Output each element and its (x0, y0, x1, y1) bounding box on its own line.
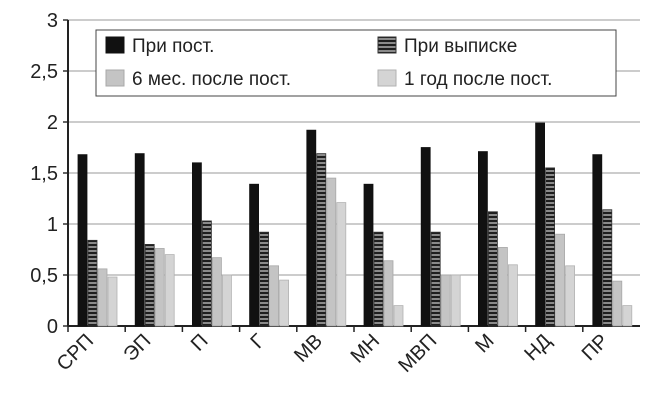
bar-СРП-1 (77, 154, 88, 327)
bar-ЭП-3 (154, 248, 165, 327)
bar-НД-1 (535, 122, 545, 327)
x-tick-label: МВП (394, 330, 441, 377)
bar-Г-1 (249, 183, 260, 327)
bar-МН-2 (373, 231, 384, 327)
bar-МВП-4 (450, 274, 461, 327)
x-tick-label: СРП (53, 330, 98, 375)
bar-НД-4 (565, 265, 575, 327)
legend-swatch (377, 69, 397, 87)
y-tick-label: 0,5 (30, 265, 58, 287)
y-tick-label: 3 (47, 10, 58, 32)
bar-ЭП-4 (164, 254, 175, 327)
bar-МН-4 (393, 305, 404, 327)
bar-МВ-3 (326, 177, 337, 327)
y-tick-label: 2,5 (30, 61, 58, 83)
bar-П-1 (191, 162, 202, 327)
x-tick-label: М (471, 330, 498, 357)
bar-СРП-4 (107, 276, 118, 327)
bar-Г-3 (269, 265, 280, 327)
bar-МВП-3 (440, 274, 451, 327)
bar-М-1 (477, 151, 488, 327)
x-tick-label: ЭП (119, 330, 155, 366)
bar-П-3 (211, 257, 222, 327)
bar-ПР-3 (612, 280, 623, 327)
x-tick-label: МВ (290, 330, 327, 367)
bar-ЭП-1 (134, 153, 145, 327)
bar-ПР-1 (592, 154, 603, 327)
legend-swatch (105, 69, 125, 87)
bar-СРП-3 (97, 268, 108, 327)
bar-М-4 (507, 264, 518, 327)
bar-НД-2 (545, 167, 555, 327)
legend-label: При выписке (404, 36, 517, 57)
y-tick-label: 1,5 (30, 163, 58, 185)
bar-МВП-2 (430, 231, 441, 327)
legend-swatch (377, 36, 397, 54)
bar-П-4 (221, 274, 232, 327)
x-tick-label: П (187, 330, 213, 356)
x-tick-label: Г (247, 330, 270, 353)
legend-swatch (105, 36, 125, 54)
legend-label: 1 год после пост. (404, 69, 552, 90)
bar-МВ-2 (316, 153, 327, 327)
bar-М-2 (487, 211, 498, 327)
bar-ПР-4 (622, 305, 633, 327)
bar-МН-1 (363, 183, 374, 327)
legend-box (95, 29, 617, 97)
legend-label: 6 мес. после пост. (132, 69, 291, 90)
x-tick-label: ПР (578, 330, 613, 365)
x-tick-label: МН (347, 330, 385, 368)
bar-П-2 (201, 220, 212, 327)
bar-Г-4 (279, 279, 290, 327)
bar-ПР-2 (602, 209, 613, 327)
y-tick-label: 1 (47, 214, 58, 236)
legend: При пост. При выписке 6 мес. после пост. 1 … (95, 29, 617, 97)
bar-МВ-1 (306, 129, 317, 327)
legend-label: При пост. (132, 36, 214, 57)
bar-СРП-2 (87, 239, 98, 327)
bar-МВ-4 (336, 202, 347, 327)
x-tick-label: НД (520, 330, 556, 366)
y-tick-label: 0 (47, 316, 58, 338)
bar-М-3 (497, 247, 508, 327)
bar-ЭП-2 (144, 243, 155, 327)
bar-НД-3 (555, 233, 565, 327)
y-tick-label: 2 (47, 112, 58, 134)
bar-МВП-1 (420, 147, 431, 327)
bar-Г-2 (259, 231, 270, 327)
bars (77, 122, 633, 327)
bar-МН-3 (383, 260, 394, 327)
